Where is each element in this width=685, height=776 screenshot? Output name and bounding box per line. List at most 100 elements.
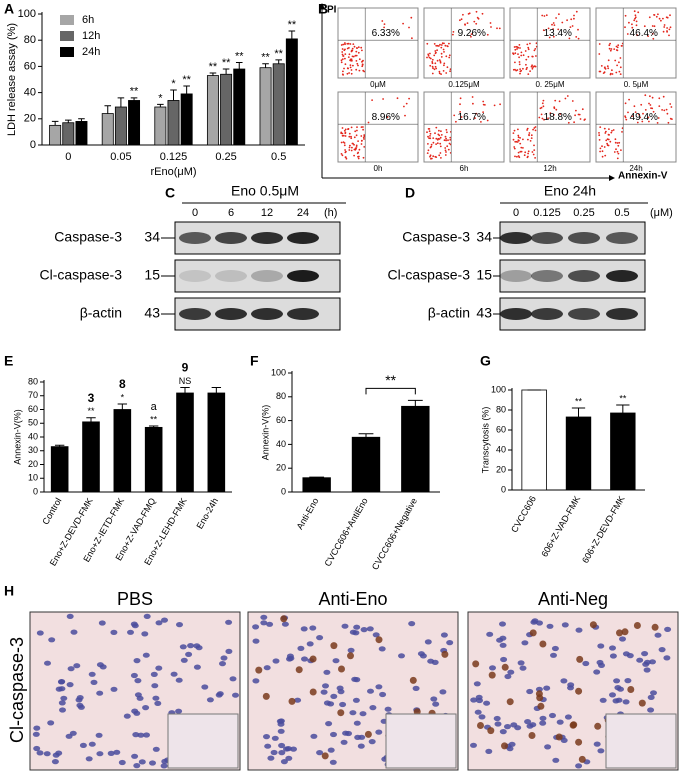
event-dot: [358, 148, 361, 151]
nucleus: [599, 697, 607, 703]
event-dot: [669, 26, 672, 29]
event-dot: [432, 137, 435, 140]
event-dot: [541, 117, 544, 120]
panel-label: G: [480, 353, 491, 369]
event-dot: [547, 27, 550, 30]
event-dot: [542, 29, 545, 32]
nucleus: [113, 749, 121, 755]
event-dot: [445, 151, 447, 153]
nucleus: [69, 730, 77, 736]
nucleus: [297, 645, 305, 652]
event-dot: [429, 135, 431, 137]
event-dot: [635, 20, 638, 23]
y-tick-label: 60: [496, 424, 506, 434]
nucleus: [201, 684, 209, 690]
nucleus: [560, 678, 568, 684]
nucleus: [225, 619, 233, 625]
event-dot: [436, 49, 438, 52]
event-dot: [637, 11, 640, 14]
nucleus: [593, 741, 601, 747]
nucleus: [277, 728, 285, 734]
nucleus: [260, 620, 268, 626]
event-dot: [360, 143, 363, 145]
event-dot: [512, 53, 515, 55]
y-tick-label: 20: [276, 463, 286, 473]
nucleus: [658, 647, 666, 653]
nucleus: [229, 676, 237, 682]
event-dot: [355, 144, 358, 147]
event-dot: [661, 109, 663, 111]
event-dot: [439, 152, 442, 154]
event-dot: [434, 132, 436, 135]
event-dot: [448, 56, 451, 59]
event-dot: [604, 154, 607, 157]
nucleus: [179, 644, 187, 650]
nucleus: [517, 660, 525, 666]
event-dot: [533, 127, 536, 129]
nucleus: [75, 697, 83, 703]
event-dot: [438, 129, 440, 132]
significance: **: [182, 74, 191, 86]
stained-cell: [441, 650, 449, 658]
error-bar: [148, 425, 159, 428]
event-dot: [571, 100, 574, 102]
event-dot: [528, 132, 531, 134]
event-dot: [548, 36, 551, 39]
event-dot: [527, 55, 530, 58]
nucleus: [281, 621, 289, 627]
y-tick-label: 0: [281, 486, 286, 496]
event-dot: [547, 117, 549, 120]
error-bar: [209, 72, 217, 76]
stained-cell: [337, 709, 345, 717]
nucleus: [325, 721, 333, 727]
y-tick-label: 60: [24, 60, 36, 72]
event-dot: [470, 35, 472, 38]
stained-cell: [589, 621, 597, 629]
event-dot: [473, 20, 476, 23]
nucleus: [561, 622, 569, 628]
event-dot: [668, 34, 670, 37]
nucleus: [290, 746, 297, 752]
band: [606, 308, 638, 320]
nucleus: [535, 686, 543, 692]
event-dot: [431, 157, 433, 160]
x-tick-label: CVCC606+Negative: [370, 496, 419, 571]
event-dot: [344, 63, 347, 66]
event-dot: [512, 132, 515, 135]
event-dot: [351, 47, 354, 50]
event-dot: [440, 52, 443, 55]
significance: *: [158, 92, 163, 104]
event-dot: [608, 44, 611, 47]
y-tick-label: 20: [24, 113, 36, 125]
event-dot: [341, 127, 344, 129]
event-dot: [433, 54, 436, 57]
x-tick-label: 0.5: [271, 151, 286, 163]
nucleus: [193, 664, 201, 670]
event-dot: [355, 147, 357, 150]
nucleus: [475, 694, 483, 700]
event-dot: [459, 111, 461, 113]
condition-label: 0. 5μM: [624, 80, 649, 89]
event-dot: [639, 116, 642, 119]
event-dot: [555, 17, 557, 19]
event-dot: [610, 48, 613, 50]
event-dot: [513, 146, 516, 148]
event-dot: [340, 59, 343, 62]
event-dot: [349, 64, 352, 66]
event-dot: [348, 149, 351, 151]
event-dot: [482, 111, 484, 113]
nucleus: [96, 662, 104, 668]
event-dot: [447, 148, 450, 151]
event-dot: [566, 19, 568, 22]
bar: [565, 416, 592, 491]
condition-label: 24h: [629, 164, 642, 173]
event-dot: [350, 72, 353, 75]
nucleus: [143, 613, 151, 620]
event-dot: [355, 146, 358, 148]
nucleus: [52, 752, 60, 758]
condition-label: 0h: [374, 164, 383, 173]
event-dot: [543, 118, 545, 121]
y-tick-label: 80: [28, 376, 38, 386]
band: [568, 232, 600, 244]
event-dot: [621, 45, 623, 47]
